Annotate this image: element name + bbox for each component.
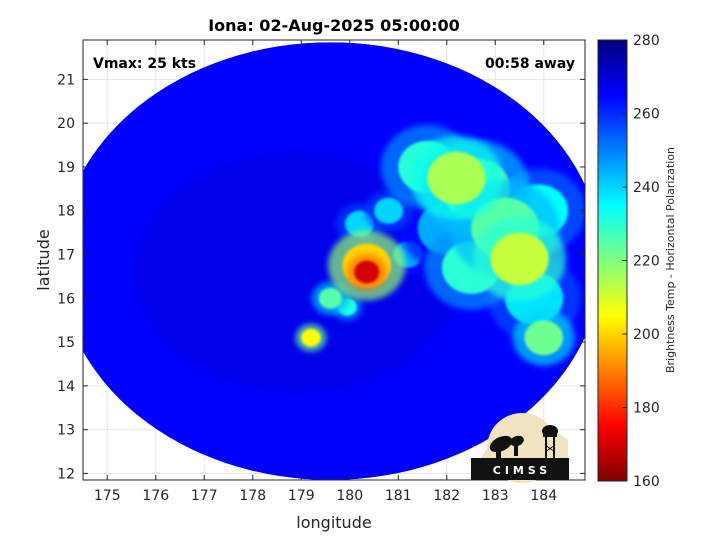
x-tick-label: 179 xyxy=(288,488,315,504)
y-axis-label: latitude xyxy=(34,229,53,290)
feature-cell xyxy=(374,197,404,224)
cimss-logo: CIMSS xyxy=(471,413,569,483)
y-tick-label: 21 xyxy=(57,72,75,88)
y-tick-label: 19 xyxy=(57,160,75,176)
plot-frame xyxy=(82,39,586,481)
colorbar-tick-label: 180 xyxy=(633,401,660,417)
colorbar-tick-label: 240 xyxy=(633,180,660,196)
swath xyxy=(83,42,585,480)
colorbar-tick-label: 280 xyxy=(633,33,660,49)
y-tick-label: 18 xyxy=(57,204,75,220)
water-tower-icon xyxy=(542,425,558,460)
colorbar-tick-label: 160 xyxy=(633,474,660,490)
x-tick-label: 177 xyxy=(191,488,218,504)
y-tick-label: 13 xyxy=(57,423,75,439)
x-ticks: 175 176 177 178 179 180 181 182 183 184 xyxy=(94,40,557,504)
chart-title: Iona: 02-Aug-2025 05:00:00 xyxy=(208,16,460,35)
colorbar-tick-label: 220 xyxy=(633,254,660,270)
y-tick-label: 16 xyxy=(57,291,75,307)
feature-cell xyxy=(524,320,564,356)
x-tick-label: 184 xyxy=(530,488,557,504)
logo-band xyxy=(471,458,569,480)
y-tick-label: 17 xyxy=(57,248,75,264)
vmax-annotation: Vmax: 25 kts xyxy=(93,56,196,72)
y-ticks: 12 13 14 15 16 17 18 19 20 21 xyxy=(57,72,585,482)
feature-cell xyxy=(490,232,549,286)
colorbar-tick-label: 200 xyxy=(633,327,660,343)
x-tick-label: 178 xyxy=(239,488,266,504)
y-tick-label: 20 xyxy=(57,116,75,132)
x-tick-label: 176 xyxy=(142,488,169,504)
feature-cell xyxy=(354,260,380,284)
colorbar-tick-label: 260 xyxy=(633,107,660,123)
x-axis-label: longitude xyxy=(296,513,371,532)
satellite-dish-icon xyxy=(489,435,524,458)
colorbar-ticks: 160 180 200 220 240 260 280 xyxy=(622,33,660,490)
feature-cell xyxy=(301,328,321,347)
colorbar-label: Brightness Temp - Horizontal Polarizatio… xyxy=(664,147,677,373)
x-tick-label: 180 xyxy=(336,488,363,504)
y-tick-label: 12 xyxy=(57,466,75,482)
time-away-annotation: 00:58 away xyxy=(485,56,575,72)
x-tick-label: 183 xyxy=(482,488,509,504)
x-tick-label: 181 xyxy=(385,488,412,504)
feature-cell xyxy=(318,287,343,309)
y-tick-label: 15 xyxy=(57,335,75,351)
x-tick-label: 175 xyxy=(94,488,121,504)
logo-text: CIMSS xyxy=(493,464,551,477)
x-tick-label: 182 xyxy=(433,488,460,504)
y-tick-label: 14 xyxy=(57,379,75,395)
feature-cell xyxy=(427,151,486,205)
